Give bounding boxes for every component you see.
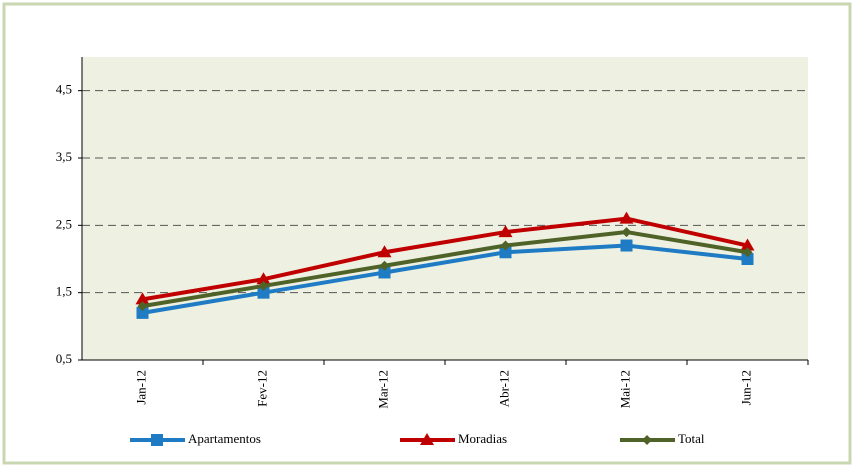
legend-label: Apartamentos	[188, 431, 261, 446]
marker	[741, 253, 754, 265]
marker	[256, 272, 271, 285]
marker	[420, 433, 434, 445]
x-tick-label: Mai-12	[617, 370, 632, 408]
series-line	[142, 230, 748, 309]
marker	[619, 211, 634, 224]
x-tick-label: Jun-12	[738, 370, 753, 405]
x-tick-label: Jan-12	[133, 370, 148, 405]
y-tick-label: 0,5	[56, 351, 72, 366]
marker	[258, 280, 269, 291]
marker	[377, 245, 392, 258]
marker	[135, 292, 150, 305]
marker	[136, 306, 149, 319]
marker	[642, 435, 652, 445]
series-line	[142, 243, 748, 315]
x-tick-label: Abr-12	[496, 370, 511, 407]
marker	[621, 227, 632, 238]
marker	[379, 260, 390, 271]
y-tick-label: 2,5	[56, 216, 72, 231]
marker	[378, 266, 391, 279]
marker	[620, 239, 633, 252]
x-tick-label: Mar-12	[375, 370, 390, 409]
marker	[498, 225, 513, 238]
legend-label: Moradias	[458, 431, 507, 446]
y-tick-label: 4,5	[56, 82, 72, 97]
y-tick-label: 1,5	[56, 284, 72, 299]
marker	[137, 301, 148, 312]
legend-label: Total	[678, 431, 705, 446]
series-line	[142, 216, 748, 302]
marker	[257, 286, 270, 299]
marker	[742, 247, 753, 258]
marker	[151, 434, 163, 446]
marker	[499, 246, 512, 259]
y-tick-label: 3,5	[56, 149, 72, 164]
marker	[500, 240, 511, 251]
marker	[740, 238, 755, 251]
plot-area	[82, 57, 808, 360]
x-tick-label: Fev-12	[254, 370, 269, 407]
